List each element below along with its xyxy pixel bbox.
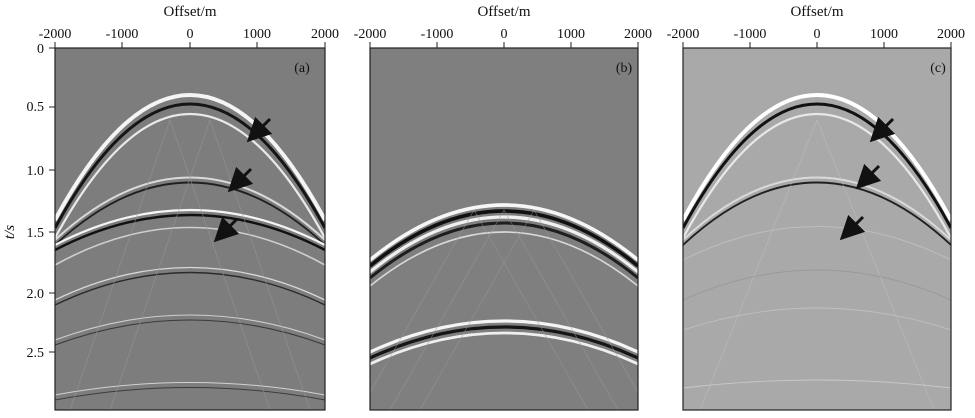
arrow-top <box>869 116 896 143</box>
x-tick-label: -1000 <box>734 27 767 42</box>
y-tick-label: 2.0 <box>27 287 45 302</box>
x-tick-label: 1000 <box>243 27 271 42</box>
x-tick-label: -2000 <box>354 27 387 42</box>
panel-tag-a: (a) <box>294 61 310 76</box>
y-tick-label: 1.0 <box>27 164 45 179</box>
seismic-section-b-background <box>370 48 638 410</box>
panel-b: Offset/m -2000 -1000 0 1000 2000 (b) <box>354 4 652 411</box>
x-axis-title-a: Offset/m <box>163 4 216 20</box>
arrow-lower <box>839 214 866 241</box>
x-tick-label: 2000 <box>624 27 652 42</box>
arrow-top <box>246 116 273 143</box>
x-tick-label: -2000 <box>39 27 72 42</box>
panel-a: Offset/m -2000 -1000 0 1000 2000 t/s 0 0… <box>2 4 339 411</box>
arrows-a <box>213 116 273 243</box>
x-axis-title-b: Offset/m <box>477 4 530 20</box>
arrows-c <box>839 116 896 241</box>
seismic-section-c-background <box>683 48 951 410</box>
arrow-lower <box>213 216 240 243</box>
panel-tag-c: (c) <box>930 61 946 76</box>
y-tick-label: 2.5 <box>27 346 45 361</box>
seismic-events-c <box>683 93 951 410</box>
x-tick-label: 2000 <box>937 27 965 42</box>
y-tick-label: 1.5 <box>27 226 45 241</box>
x-axis-title-c: Offset/m <box>790 4 843 20</box>
x-tick-label: 0 <box>187 27 194 42</box>
seismic-events-b <box>370 203 638 410</box>
y-tick-labels: 0 0.5 1.0 1.5 2.0 2.5 <box>27 42 45 361</box>
y-axis-title: t/s <box>2 225 18 239</box>
arrow-middle <box>227 166 254 193</box>
x-tick-label: -1000 <box>421 27 454 42</box>
x-tick-label: -2000 <box>667 27 700 42</box>
panel-tag-b: (b) <box>616 61 633 76</box>
seismic-events-a <box>55 93 325 410</box>
panel-c: Offset/m -2000 -1000 0 1000 2000 (c) <box>667 4 965 411</box>
x-tick-labels-b: -2000 -1000 0 1000 2000 <box>354 27 652 42</box>
x-tick-label: 0 <box>501 27 508 42</box>
arrow-middle <box>855 163 882 190</box>
x-tick-label: 1000 <box>870 27 898 42</box>
x-tick-label: 1000 <box>557 27 585 42</box>
x-tick-label: 0 <box>814 27 821 42</box>
x-tick-labels-a: -2000 -1000 0 1000 2000 <box>39 27 339 42</box>
y-tick-label: 0 <box>37 42 44 57</box>
x-tick-label: 2000 <box>311 27 339 42</box>
x-tick-labels-c: -2000 -1000 0 1000 2000 <box>667 27 965 42</box>
seismic-section-a-background <box>55 48 325 410</box>
y-tick-label: 0.5 <box>27 100 45 115</box>
x-tick-label: -1000 <box>106 27 139 42</box>
